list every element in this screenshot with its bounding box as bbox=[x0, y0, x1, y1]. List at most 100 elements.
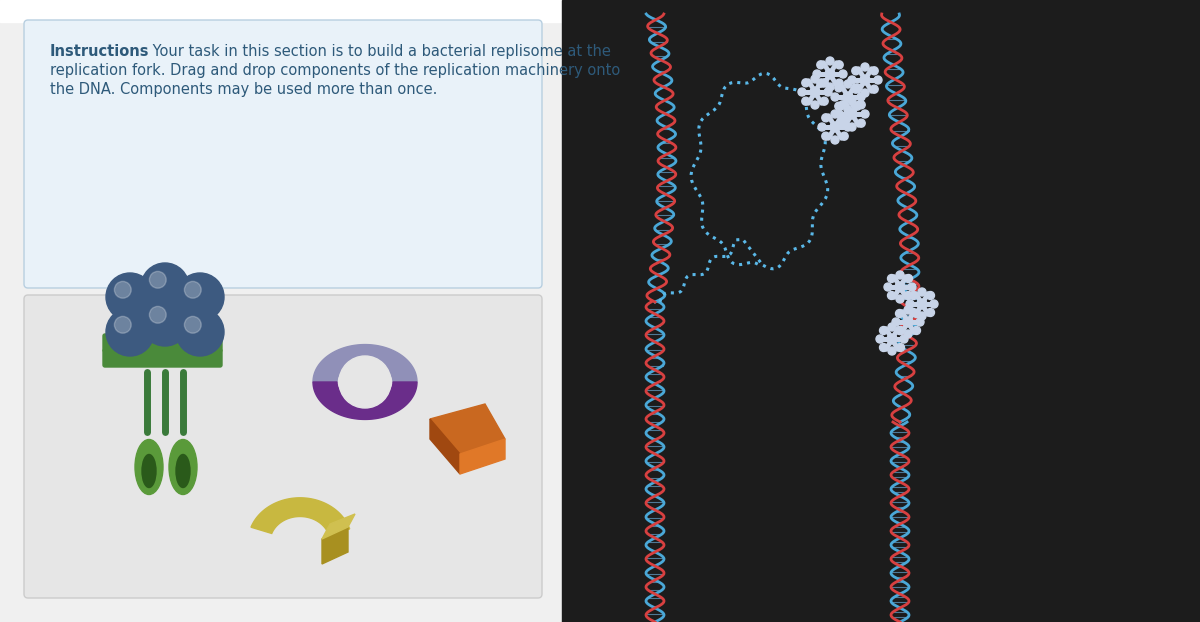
Circle shape bbox=[916, 318, 924, 326]
Circle shape bbox=[896, 295, 904, 303]
Circle shape bbox=[895, 310, 904, 317]
Circle shape bbox=[114, 281, 131, 298]
Circle shape bbox=[176, 308, 224, 356]
Circle shape bbox=[905, 274, 912, 282]
Circle shape bbox=[896, 327, 905, 335]
Circle shape bbox=[830, 122, 840, 132]
Circle shape bbox=[906, 300, 914, 308]
Circle shape bbox=[892, 318, 900, 326]
Circle shape bbox=[880, 343, 888, 351]
Circle shape bbox=[818, 123, 826, 131]
Circle shape bbox=[814, 70, 821, 78]
Circle shape bbox=[930, 300, 938, 308]
Bar bbox=[562, 0, 1200, 622]
Circle shape bbox=[887, 334, 898, 344]
Circle shape bbox=[176, 273, 224, 321]
Circle shape bbox=[874, 76, 882, 84]
Polygon shape bbox=[313, 382, 418, 419]
Bar bbox=[0, 0, 1200, 22]
Circle shape bbox=[895, 282, 905, 292]
Circle shape bbox=[860, 75, 870, 85]
Circle shape bbox=[826, 69, 835, 79]
Circle shape bbox=[835, 84, 842, 92]
FancyBboxPatch shape bbox=[24, 20, 542, 288]
FancyBboxPatch shape bbox=[24, 295, 542, 598]
Circle shape bbox=[811, 75, 818, 83]
Circle shape bbox=[888, 292, 895, 299]
Circle shape bbox=[810, 87, 820, 97]
Polygon shape bbox=[322, 514, 355, 539]
Circle shape bbox=[870, 67, 878, 75]
Circle shape bbox=[896, 271, 904, 279]
Circle shape bbox=[844, 80, 852, 88]
Circle shape bbox=[811, 101, 818, 109]
Circle shape bbox=[114, 317, 131, 333]
Ellipse shape bbox=[134, 440, 163, 494]
Circle shape bbox=[798, 88, 806, 96]
Text: Instructions: Instructions bbox=[50, 44, 150, 59]
Circle shape bbox=[150, 271, 167, 288]
Circle shape bbox=[895, 327, 904, 335]
Circle shape bbox=[912, 310, 920, 317]
Circle shape bbox=[912, 327, 920, 335]
Circle shape bbox=[904, 306, 912, 314]
Circle shape bbox=[910, 292, 918, 300]
Circle shape bbox=[888, 323, 896, 331]
Circle shape bbox=[842, 92, 853, 102]
Polygon shape bbox=[430, 404, 505, 454]
Circle shape bbox=[822, 132, 830, 140]
Circle shape bbox=[840, 132, 848, 140]
Circle shape bbox=[908, 283, 916, 291]
Circle shape bbox=[835, 110, 842, 118]
Polygon shape bbox=[460, 439, 505, 474]
Circle shape bbox=[847, 109, 857, 119]
Circle shape bbox=[340, 356, 391, 408]
Circle shape bbox=[910, 309, 918, 317]
Circle shape bbox=[926, 292, 935, 300]
Circle shape bbox=[830, 110, 839, 118]
Ellipse shape bbox=[142, 455, 156, 488]
Polygon shape bbox=[313, 345, 418, 382]
Circle shape bbox=[820, 97, 828, 105]
Circle shape bbox=[888, 274, 895, 282]
Circle shape bbox=[824, 88, 832, 96]
Ellipse shape bbox=[169, 440, 197, 494]
Circle shape bbox=[142, 298, 190, 346]
Circle shape bbox=[820, 79, 828, 87]
Polygon shape bbox=[430, 419, 460, 474]
Circle shape bbox=[852, 67, 860, 75]
Circle shape bbox=[918, 288, 926, 296]
Circle shape bbox=[905, 292, 912, 299]
Ellipse shape bbox=[176, 455, 190, 488]
Circle shape bbox=[870, 85, 878, 93]
Circle shape bbox=[853, 84, 862, 92]
Circle shape bbox=[844, 106, 852, 114]
Circle shape bbox=[839, 119, 847, 127]
Circle shape bbox=[862, 89, 869, 97]
Circle shape bbox=[106, 273, 154, 321]
Circle shape bbox=[853, 102, 862, 110]
Circle shape bbox=[857, 119, 865, 127]
Circle shape bbox=[857, 101, 865, 109]
Circle shape bbox=[896, 343, 905, 351]
Circle shape bbox=[802, 97, 810, 105]
Circle shape bbox=[862, 110, 869, 118]
Circle shape bbox=[830, 136, 839, 144]
Circle shape bbox=[802, 79, 810, 87]
Circle shape bbox=[839, 101, 847, 109]
Circle shape bbox=[888, 347, 896, 355]
Circle shape bbox=[835, 102, 842, 110]
Circle shape bbox=[817, 79, 824, 87]
Circle shape bbox=[185, 281, 202, 298]
Circle shape bbox=[150, 307, 167, 323]
Text: Your task in this section is to build a bacterial replisome at the: Your task in this section is to build a … bbox=[148, 44, 611, 59]
Circle shape bbox=[862, 63, 869, 71]
Circle shape bbox=[900, 335, 908, 343]
Circle shape bbox=[848, 76, 856, 84]
Circle shape bbox=[904, 317, 913, 327]
Circle shape bbox=[918, 312, 926, 320]
Circle shape bbox=[880, 327, 888, 335]
Circle shape bbox=[830, 93, 839, 101]
Circle shape bbox=[852, 85, 860, 93]
Circle shape bbox=[142, 263, 190, 311]
